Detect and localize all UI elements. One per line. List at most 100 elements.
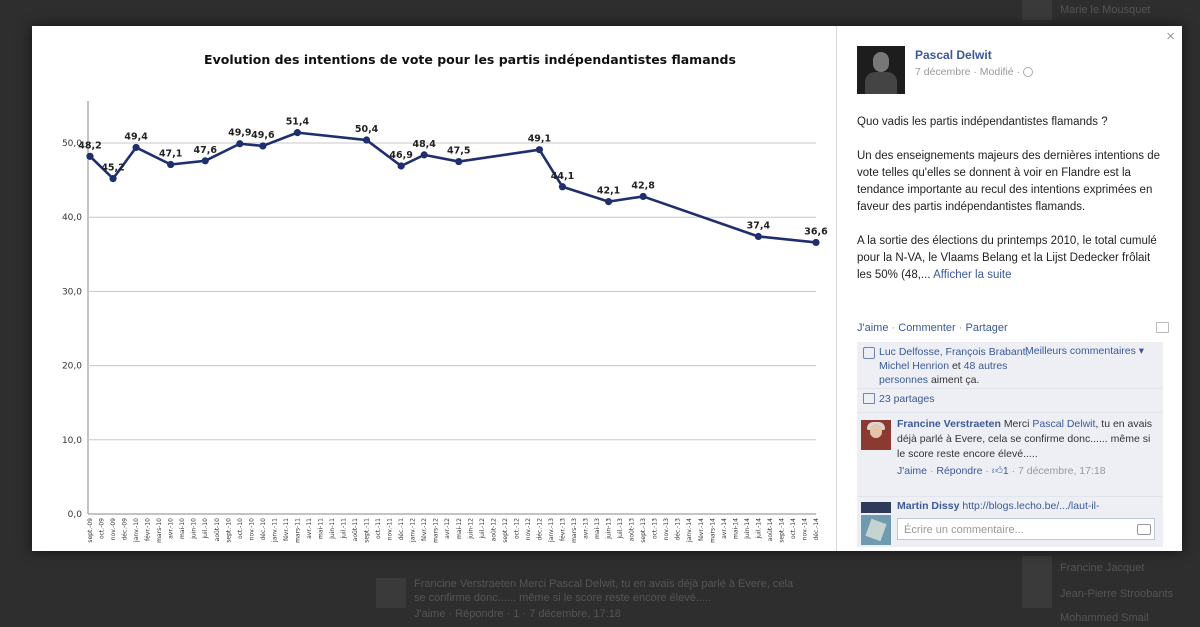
line-chart: Evolution des intentions de vote pour le… bbox=[62, 52, 828, 543]
x-tick-label: janv.-12 bbox=[410, 518, 417, 543]
x-tick-label: juil.-14 bbox=[755, 518, 762, 540]
post-text: Quo vadis les partis indépendantistes fl… bbox=[857, 114, 1163, 284]
data-point bbox=[754, 232, 762, 241]
likers-names[interactable]: Luc Delfosse, François Brabant, Michel H… bbox=[879, 346, 1029, 372]
avatar-figure bbox=[865, 518, 887, 542]
x-tick-label: juil.-12 bbox=[479, 518, 486, 540]
x-tick-label: avr.-11 bbox=[306, 518, 313, 539]
commenter-avatar[interactable] bbox=[861, 420, 891, 450]
post-paragraph-text: A la sortie des élections du printemps 2… bbox=[857, 235, 1157, 281]
x-tick-label: nov.-12 bbox=[525, 518, 532, 540]
comment-mention[interactable]: Pascal Delwit bbox=[1032, 418, 1096, 430]
background-comment-line: se confirme donc...... même si le score … bbox=[414, 592, 712, 604]
comment-time[interactable]: 7 décembre, 17:18 bbox=[1018, 465, 1106, 477]
x-tick-label: nov.-14 bbox=[801, 518, 808, 540]
close-icon[interactable]: × bbox=[1166, 28, 1175, 45]
post-paragraph: Quo vadis les partis indépendantistes fl… bbox=[857, 116, 1108, 128]
data-label: 37,4 bbox=[747, 220, 771, 231]
data-point bbox=[455, 157, 463, 166]
data-point bbox=[167, 160, 175, 169]
shares-count-link[interactable]: 23 partages bbox=[879, 393, 935, 405]
commenter-name[interactable]: Francine Verstraeten bbox=[897, 418, 1001, 430]
current-user-avatar bbox=[861, 515, 891, 545]
data-point bbox=[397, 162, 405, 170]
x-tick-label: juil.-13 bbox=[617, 518, 624, 540]
comment-composer: Écrire un commentaire... bbox=[857, 513, 1163, 547]
author-name[interactable]: Pascal Delwit bbox=[915, 48, 992, 62]
post-date[interactable]: 7 décembre bbox=[915, 66, 971, 78]
likes-text: Luc Delfosse, François Brabant, Michel H… bbox=[879, 345, 1029, 387]
meta-separator: · bbox=[1016, 66, 1021, 78]
comment-bubble-icon[interactable] bbox=[1156, 322, 1169, 333]
background-avatar bbox=[376, 578, 406, 608]
data-label: 42,1 bbox=[597, 186, 620, 197]
x-tick-label: déc.-10 bbox=[260, 518, 267, 541]
data-point bbox=[639, 192, 647, 201]
comment-link[interactable]: http://blogs.lecho.be/.../laut-il- bbox=[962, 500, 1100, 512]
data-label: 44,1 bbox=[551, 171, 574, 182]
background-photo bbox=[1022, 0, 1052, 20]
y-tick-label: 10,0 bbox=[62, 436, 82, 446]
data-point bbox=[259, 142, 267, 150]
x-tick-label: mai-14 bbox=[732, 518, 739, 539]
data-point bbox=[201, 157, 209, 165]
x-tick-label: avr.-12 bbox=[444, 518, 451, 539]
comment-link[interactable]: Commenter bbox=[898, 322, 956, 334]
x-tick-label: août-14 bbox=[767, 518, 774, 541]
data-label: 50,4 bbox=[355, 124, 379, 135]
x-tick-label: janv.-11 bbox=[271, 518, 278, 543]
x-tick-label: avr.-14 bbox=[721, 518, 728, 539]
post-actions: J'aime · Commenter · Partager bbox=[857, 322, 1008, 334]
x-tick-label: oct.-11 bbox=[375, 518, 382, 539]
comment-likes-count[interactable]: 👍︎1 bbox=[992, 465, 1009, 477]
data-label: 49,6 bbox=[251, 130, 275, 141]
data-label: 49,4 bbox=[124, 131, 148, 142]
comment-reply-link[interactable]: Répondre bbox=[936, 465, 983, 477]
x-tick-label: avr.-13 bbox=[583, 518, 590, 539]
see-more-link[interactable]: Afficher la suite bbox=[933, 269, 1012, 281]
x-tick-label: févr.-12 bbox=[421, 518, 428, 541]
author-avatar[interactable] bbox=[857, 46, 905, 94]
x-tick-label: sept.-11 bbox=[364, 518, 371, 543]
comment-meta: J'aime · Répondre · 👍︎1 · 7 décembre, 17… bbox=[897, 464, 1157, 479]
likes-others-link[interactable]: 48 autres personnes bbox=[879, 360, 1008, 386]
likes-and: et bbox=[951, 360, 961, 372]
edited-label[interactable]: Modifié bbox=[979, 66, 1014, 78]
comment-input[interactable]: Écrire un commentaire... bbox=[897, 518, 1155, 540]
y-tick-label: 30,0 bbox=[62, 287, 82, 297]
x-tick-label: août-13 bbox=[629, 518, 636, 541]
x-tick-label: mars-11 bbox=[294, 518, 301, 543]
data-point bbox=[236, 140, 244, 148]
x-tick-label: sept.-09 bbox=[87, 518, 94, 543]
data-label: 47,1 bbox=[159, 149, 182, 160]
x-tick-label: juin-14 bbox=[744, 518, 751, 540]
x-tick-label: déc.-09 bbox=[122, 518, 129, 541]
share-link[interactable]: Partager bbox=[965, 322, 1008, 334]
data-label: 47,6 bbox=[194, 145, 218, 156]
comment-sort-dropdown[interactable]: Meilleurs commentaires ▾ bbox=[1025, 345, 1145, 357]
comment-text: , tu en avais déjà parlé à Evere, cela s… bbox=[897, 418, 1153, 460]
background-comment-meta: J'aime · Répondre · 1 · 7 décembre, 17:1… bbox=[414, 608, 621, 620]
likes-row: Luc Delfosse, François Brabant, Michel H… bbox=[857, 342, 1163, 389]
x-tick-label: déc.-11 bbox=[398, 518, 405, 541]
photo-chart: Evolution des intentions de vote pour le… bbox=[32, 26, 836, 551]
x-tick-label: sept.-14 bbox=[778, 518, 785, 543]
comment-like-link[interactable]: J'aime bbox=[897, 465, 928, 477]
comment-likes-value: 1 bbox=[1002, 465, 1009, 477]
data-label: 48,2 bbox=[78, 140, 101, 151]
x-tick-label: janv.-13 bbox=[548, 518, 555, 543]
x-tick-label: déc.-13 bbox=[675, 518, 682, 541]
camera-icon[interactable] bbox=[1137, 524, 1151, 535]
share-icon bbox=[863, 393, 875, 404]
data-point bbox=[293, 129, 302, 137]
x-tick-label: janv.-10 bbox=[133, 518, 140, 543]
post-paragraph: Un des enseignements majeurs des dernièr… bbox=[857, 150, 1161, 213]
data-point bbox=[109, 175, 117, 183]
like-link[interactable]: J'aime bbox=[857, 322, 889, 334]
meta-separator: · bbox=[973, 66, 977, 78]
comment-item: Francine Verstraeten Merci Pascal Delwit… bbox=[857, 412, 1163, 497]
data-point bbox=[362, 136, 371, 144]
x-tick-label: mars-14 bbox=[709, 518, 716, 543]
x-tick-label: nov.-11 bbox=[387, 518, 394, 540]
commenter-name[interactable]: Martin Dissy bbox=[897, 500, 960, 512]
